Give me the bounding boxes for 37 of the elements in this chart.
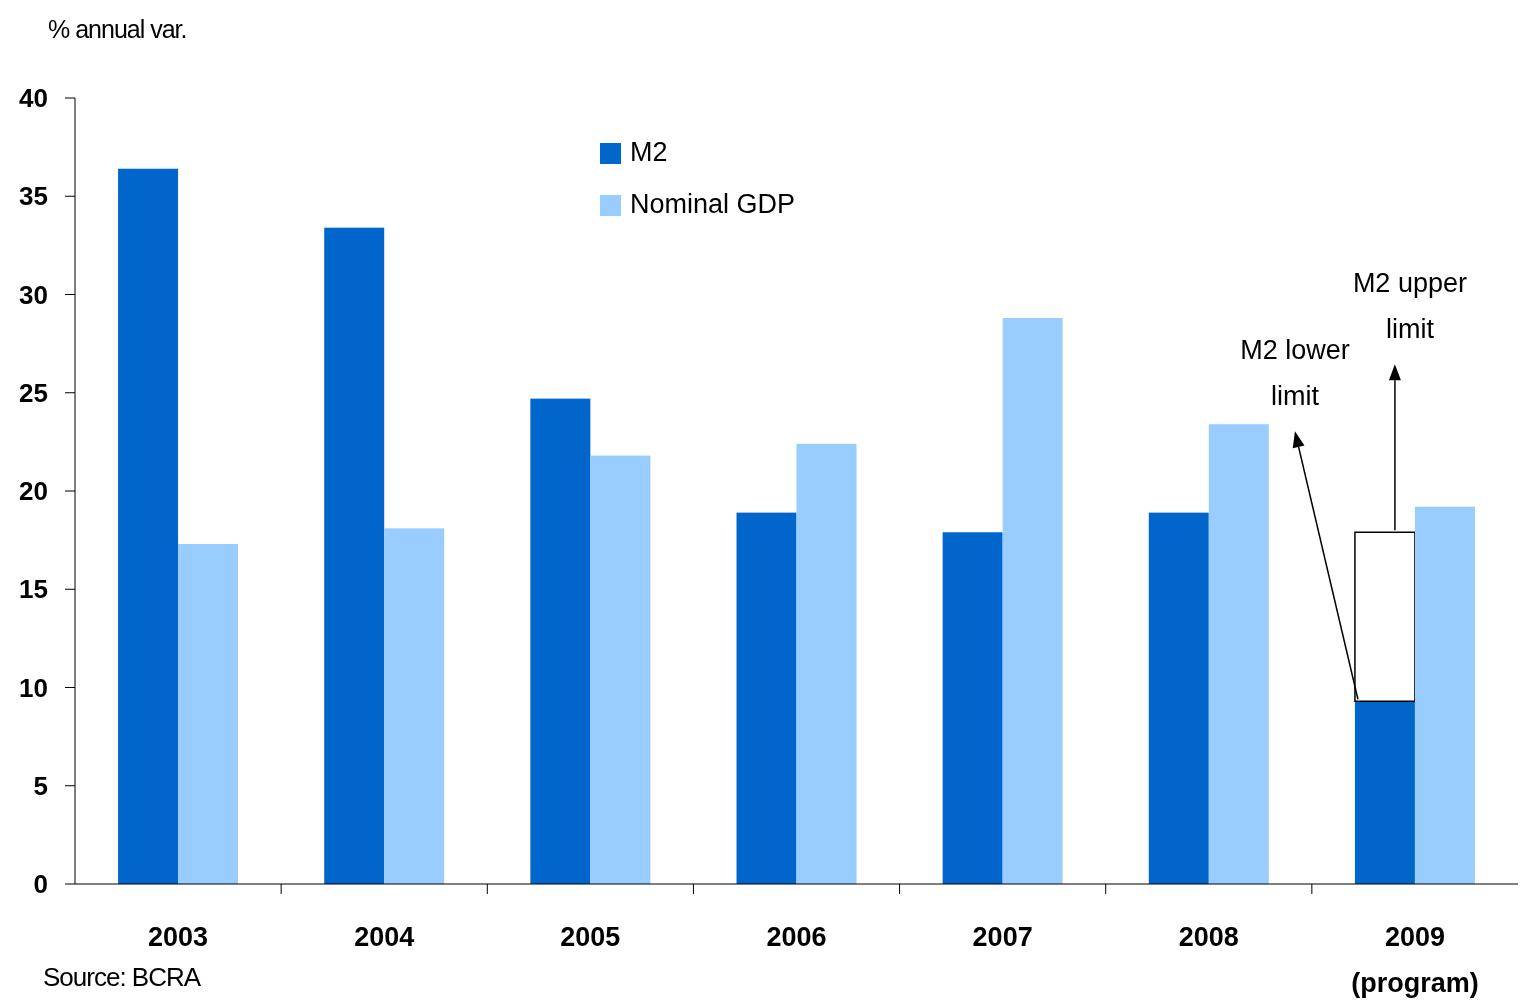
y-tick-label: 20 xyxy=(19,476,48,506)
bar xyxy=(1414,506,1475,884)
x-tick-label: 2007 xyxy=(972,922,1033,952)
bar xyxy=(796,443,857,884)
x-tick-label: 2009 (program) xyxy=(1351,922,1479,998)
annotation: M2 lower limit xyxy=(1240,335,1350,412)
y-tick-label: 10 xyxy=(19,672,48,703)
x-tick-label: 2004 xyxy=(354,922,415,952)
legend-label: Nominal GDP xyxy=(630,189,796,219)
bar xyxy=(1354,531,1416,703)
bar xyxy=(384,528,445,884)
annotation: M2 upper limit xyxy=(1352,268,1467,345)
y-tick-label: 15 xyxy=(19,574,48,605)
bar xyxy=(530,398,591,884)
bar xyxy=(1002,318,1063,884)
bar xyxy=(942,532,1003,884)
bar xyxy=(590,455,651,884)
source-note: Source: BCRA xyxy=(43,962,202,992)
bar xyxy=(324,227,385,884)
x-tick-label: 2008 xyxy=(1178,922,1239,952)
legend-label: M2 xyxy=(630,137,668,167)
y-tick-label: 30 xyxy=(19,279,48,310)
y-tick-label: 0 xyxy=(33,869,48,899)
y-tick-label: 5 xyxy=(33,770,48,801)
y-tick-label: 25 xyxy=(19,377,48,408)
bar xyxy=(1148,512,1209,884)
x-tick-label: 2005 xyxy=(560,922,621,952)
bar xyxy=(118,168,179,884)
bar xyxy=(1354,701,1415,884)
bar xyxy=(178,544,239,884)
x-tick-label: 2003 xyxy=(148,922,209,952)
y-tick-label: 40 xyxy=(19,83,48,113)
x-tick-label: 2006 xyxy=(766,922,827,952)
y-axis-title: % annual var. xyxy=(48,15,187,43)
y-tick-label: 35 xyxy=(19,181,48,212)
bar xyxy=(1208,424,1269,884)
bar xyxy=(736,512,797,884)
